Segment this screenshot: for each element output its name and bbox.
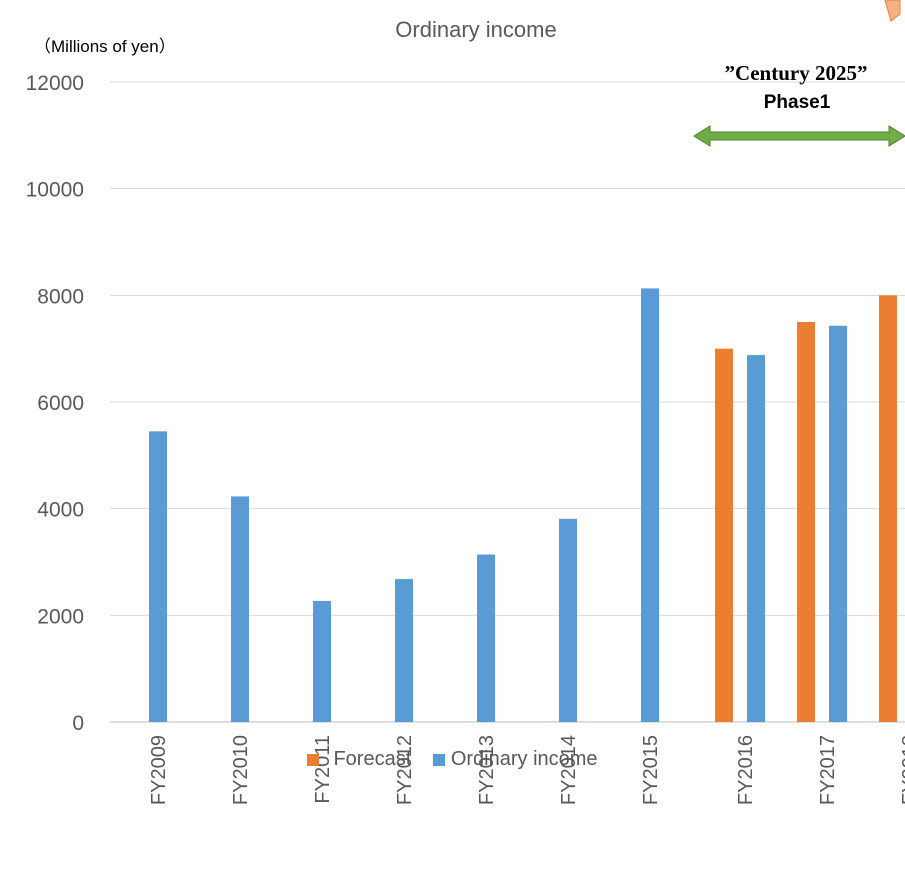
bar-ordinary-income-FY2010 — [231, 496, 249, 722]
legend-label-ordinary-income: Ordinary income — [450, 748, 598, 770]
x-tick-label: FY2015 — [640, 735, 662, 805]
x-tick-label: FY2014 — [558, 735, 580, 805]
legend-swatch-ordinary-income — [432, 753, 445, 766]
bar-ordinary-income-FY2014 — [559, 518, 577, 722]
legend: Forecast Ordinary income — [0, 748, 905, 772]
y-tick-label: 12000 — [26, 72, 84, 95]
chart-title: Ordinary income — [395, 17, 556, 42]
bars — [149, 288, 897, 722]
y-tick-label: 2000 — [37, 605, 84, 628]
x-tick-label: FY2012 — [394, 735, 416, 805]
legend-item-ordinary-income: Ordinary income — [432, 748, 598, 771]
y-tick-label: 6000 — [37, 392, 84, 415]
x-tick-label: FY2013 — [476, 735, 498, 805]
y-tick-label: 8000 — [37, 285, 84, 308]
bar-forecast-FY2016 — [715, 348, 733, 722]
legend-item-forecast: Forecast — [307, 748, 411, 771]
bar-ordinary-income-FY2016 — [747, 355, 765, 722]
legend-label-forecast: Forecast — [333, 748, 412, 770]
x-tick-label: FY2016 — [735, 735, 757, 805]
annotation-line2: Phase1 — [764, 92, 831, 113]
x-tick-label: FY2011 — [312, 735, 334, 804]
gridlines — [110, 81, 905, 723]
legend-swatch-forecast — [307, 753, 320, 766]
x-axis-ticks: FY2009 FY2010 FY2011 FY2012 FY2013 FY2014 FY20… — [148, 735, 905, 805]
bar-ordinary-income-FY2013 — [477, 554, 495, 722]
x-tick-label: FY2009 — [148, 735, 170, 805]
bar-ordinary-income-FY2011 — [313, 600, 331, 722]
double-arrow-icon — [693, 125, 905, 147]
double-arrow-shape — [693, 125, 905, 147]
y-tick-label: 10000 — [26, 179, 84, 202]
callout-shape — [884, 0, 901, 22]
bar-ordinary-income-FY2017 — [829, 325, 847, 722]
bar-ordinary-income-FY2009 — [149, 431, 167, 722]
annotation-line1: ”Century 2025” — [725, 61, 868, 85]
x-tick-label: FY2010 — [230, 735, 252, 805]
phase-annotation: ”Century 2025” Phase1 — [693, 61, 905, 147]
y-axis-unit-label: （Millions of yen） — [34, 37, 176, 56]
bar-ordinary-income-FY2012 — [395, 579, 413, 722]
x-tick-label: FY2018 — [899, 735, 905, 805]
bar-ordinary-income-FY2015 — [641, 288, 659, 722]
x-tick-label: FY2017 — [817, 735, 839, 805]
y-axis-ticks: 0 2000 4000 6000 8000 10000 12000 — [26, 72, 84, 735]
bar-forecast-FY2017 — [797, 322, 815, 722]
y-tick-label: 0 — [72, 712, 84, 735]
bar-forecast-FY2018 — [879, 295, 897, 722]
y-tick-label: 4000 — [37, 499, 84, 522]
